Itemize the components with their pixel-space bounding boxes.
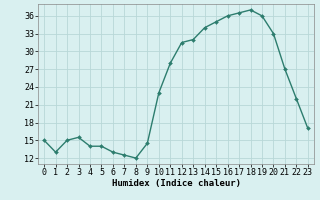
X-axis label: Humidex (Indice chaleur): Humidex (Indice chaleur) bbox=[111, 179, 241, 188]
